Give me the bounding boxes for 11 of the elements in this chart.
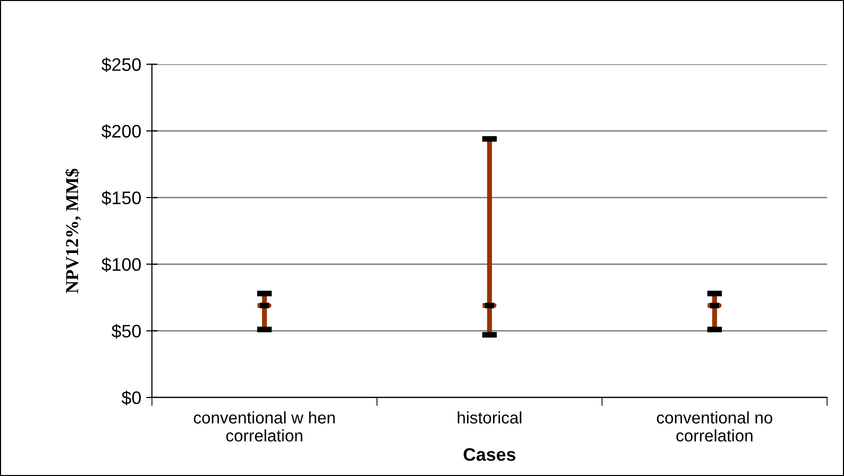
y-tick-label: $100 [102,257,141,272]
y-tick-label: $0 [122,390,141,406]
x-tick-label: historical [458,411,522,424]
y-axis-title: NPV12%, MM$ [64,168,81,294]
x-tick-label: conventional no correlation [656,411,772,442]
x-axis-title: Cases [464,448,516,461]
y-tick-label: $50 [112,324,141,339]
x-tick-label: conventional w hen correlation [194,411,335,442]
y-tick-label: $150 [102,190,141,206]
y-tick-label: $200 [102,124,141,139]
y-tick-label: $250 [102,57,141,72]
